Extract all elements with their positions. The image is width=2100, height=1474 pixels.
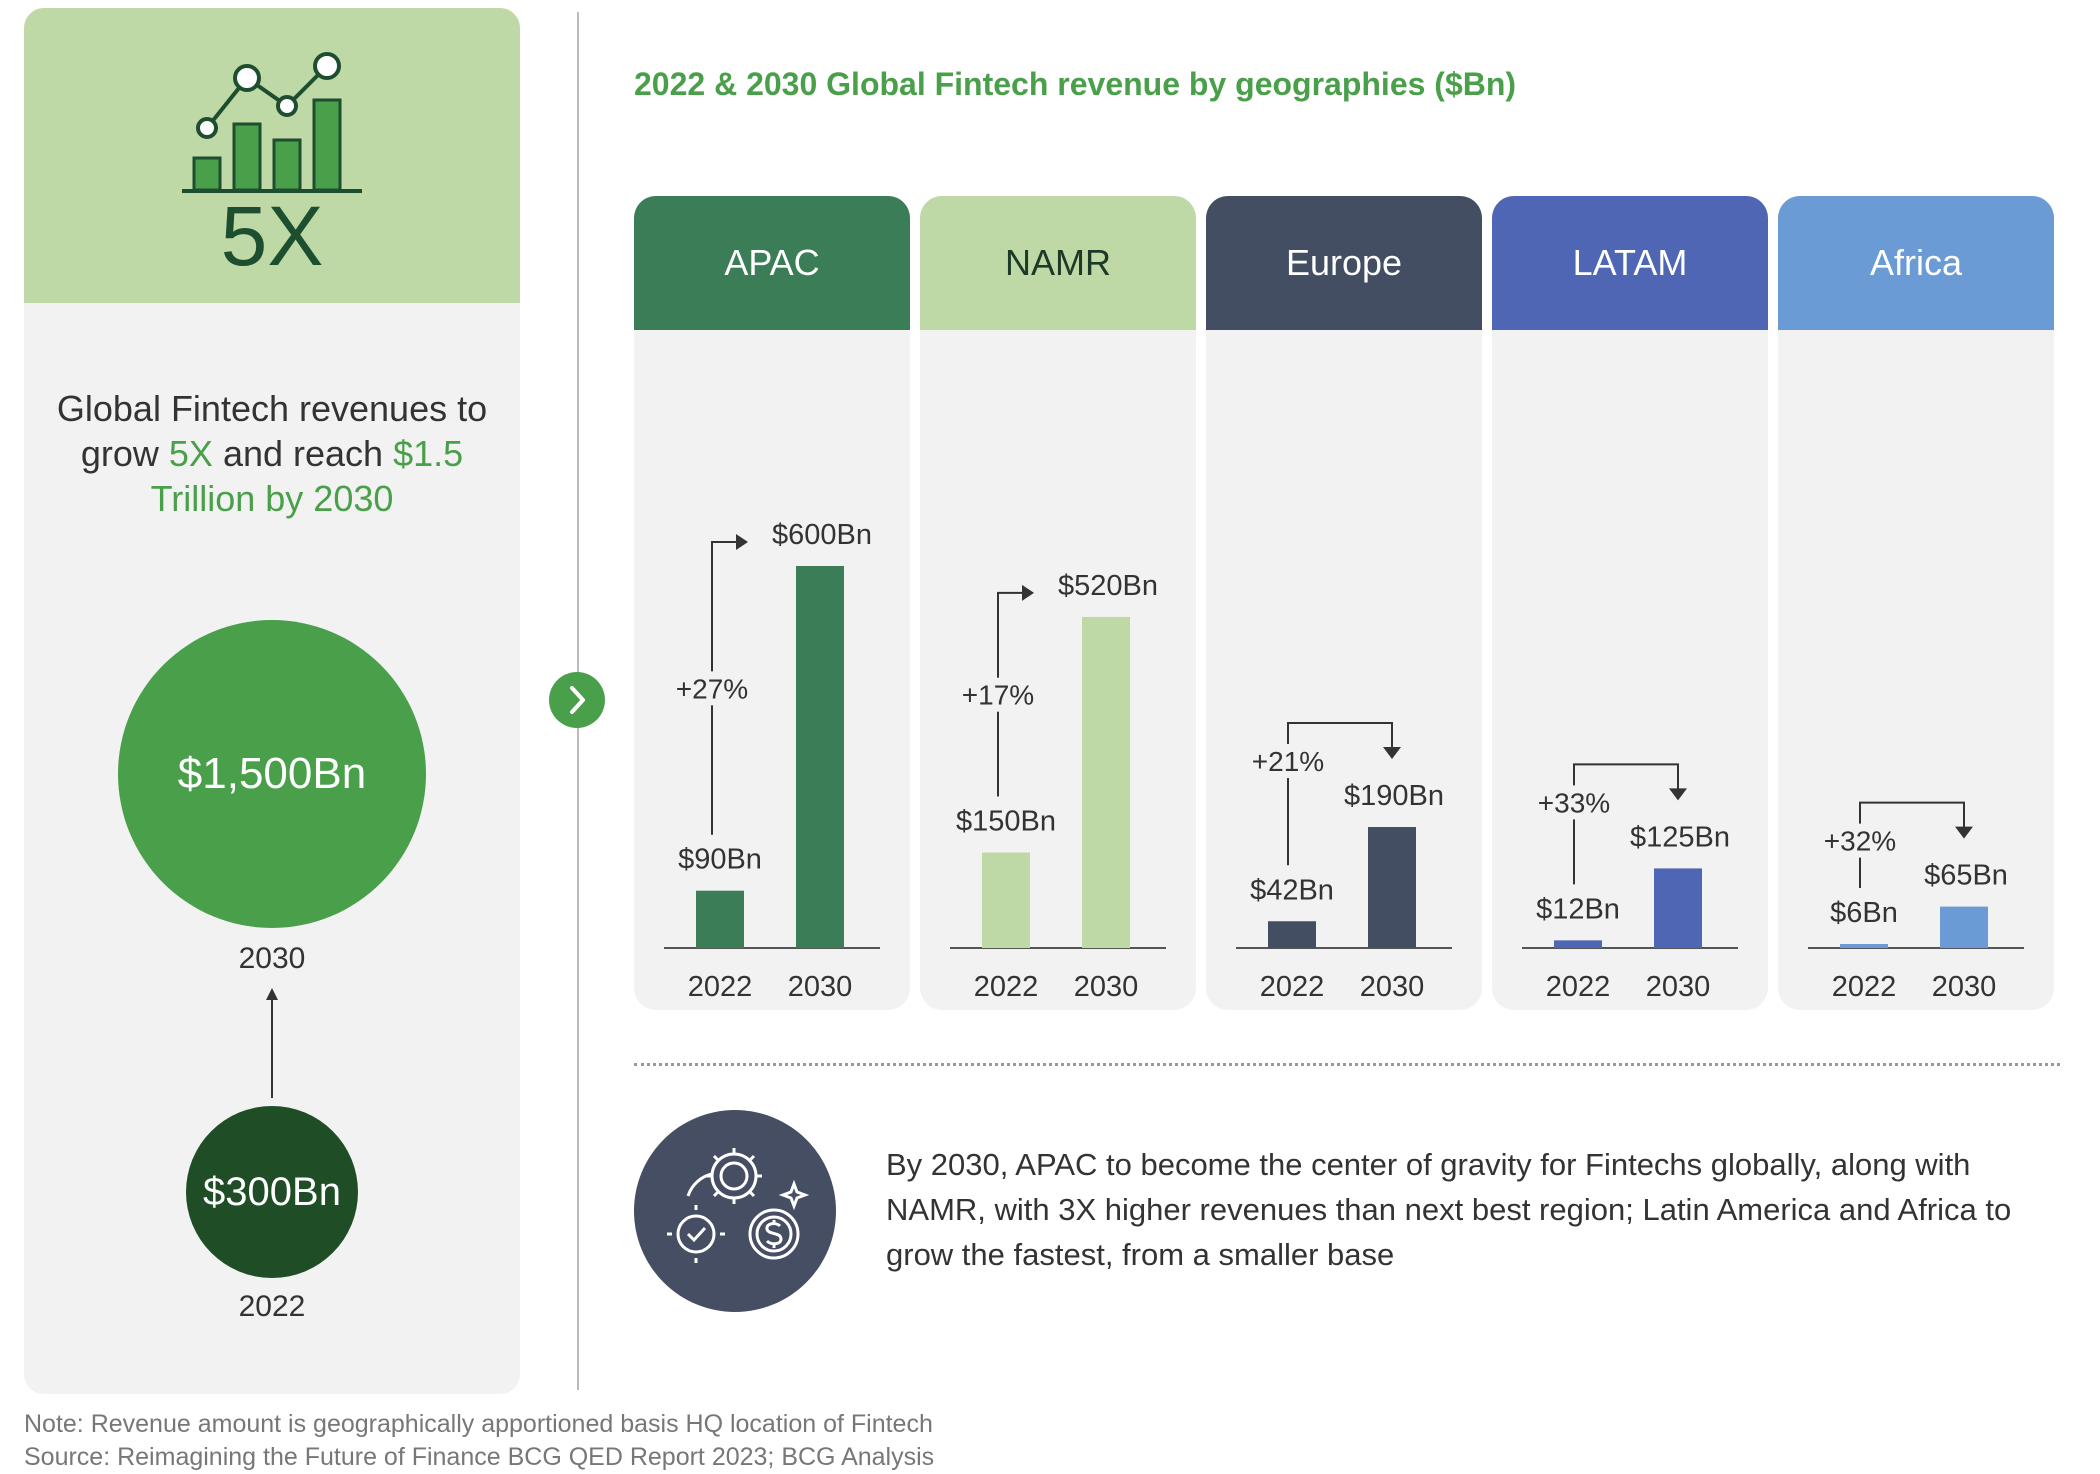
bar-namr-2022: [982, 852, 1030, 948]
footer-source: Source: Reimagining the Future of Financ…: [24, 1443, 935, 1471]
up-arrow-icon: [266, 988, 278, 1098]
value-label: $90Bn: [678, 844, 762, 876]
category-label: 2022: [1546, 971, 1611, 1003]
region-card-africa: Africa $6Bn 2022 $65Bn 2030 +32%: [1778, 196, 2054, 1010]
revenue-2030-label: 2030: [238, 942, 306, 975]
bar-latam-2022: [1554, 940, 1602, 948]
value-label: $520Bn: [1058, 570, 1158, 602]
growth-arrowhead: [1022, 584, 1034, 601]
category-label: 2022: [1832, 971, 1897, 1003]
category-label: 2030: [788, 971, 853, 1003]
region-card-latam: LATAM $12Bn 2022 $125Bn 2030 +33%: [1492, 196, 1768, 1010]
region-header-namr: NAMR: [920, 196, 1196, 330]
category-label: 2030: [1360, 971, 1425, 1003]
chart-title: 2022 & 2030 Global Fintech revenue by ge…: [634, 66, 1517, 102]
summary-panel: 5X Global Fintech revenues to grow 5X an…: [24, 8, 520, 1394]
growth-label: +33%: [1538, 787, 1610, 818]
headline-text-2: and reach: [212, 433, 394, 474]
bar-africa-2022: [1840, 944, 1888, 948]
growth-connector: [711, 541, 738, 835]
revenue-2022-circle: $300Bn: [186, 1106, 358, 1278]
bar-namr-2030: [1082, 616, 1130, 948]
category-label: 2030: [1646, 971, 1711, 1003]
value-label: $6Bn: [1830, 897, 1898, 929]
growth-connector: [1287, 722, 1393, 866]
category-label: 2022: [974, 971, 1039, 1003]
growth-label-bg: [1537, 785, 1611, 820]
bar-africa-2030: [1940, 906, 1988, 948]
region-header-apac: APAC: [634, 196, 910, 330]
footer-note: Note: Revenue amount is geographically a…: [24, 1410, 933, 1438]
revenue-2022-value: $300Bn: [203, 1169, 341, 1214]
bar-europe-2030: [1368, 827, 1416, 948]
region-card-apac: APAC $90Bn 2022 $600Bn 2030 +27%: [634, 196, 910, 1010]
region-header-latam: LATAM: [1492, 196, 1768, 330]
region-chart-europe: $42Bn 2022 $190Bn 2030 +21%: [1236, 722, 1452, 1003]
revenue-2022-label: 2022: [238, 1290, 306, 1323]
insight-text: By 2030, APAC to become the center of gr…: [886, 1147, 2012, 1272]
growth-label: +21%: [1252, 746, 1324, 777]
value-label: $12Bn: [1536, 893, 1620, 925]
growth-label-bg: [1251, 744, 1325, 779]
region-chart-africa: $6Bn 2022 $65Bn 2030 +32%: [1808, 801, 2024, 1003]
region-chart-apac: $90Bn 2022 $600Bn 2030 +27%: [664, 519, 880, 1003]
growth-label-bg: [675, 671, 749, 706]
headline-highlight-target: $1.5 Trillion by 2030: [150, 433, 464, 519]
section-divider: [634, 1063, 2060, 1066]
category-label: 2030: [1074, 971, 1139, 1003]
growth-chart-icon: [182, 52, 362, 193]
region-card-namr: NAMR $150Bn 2022 $520Bn 2030 +17%: [920, 196, 1196, 1010]
bar-europe-2022: [1268, 921, 1316, 948]
value-label: $65Bn: [1924, 860, 2008, 892]
chevron-right-icon[interactable]: [549, 672, 605, 728]
bar-apac-2030: [796, 566, 844, 948]
value-label: $125Bn: [1630, 821, 1730, 853]
value-label: $190Bn: [1344, 780, 1444, 812]
region-chart-namr: $150Bn 2022 $520Bn 2030 +17%: [950, 570, 1166, 1003]
region-header-africa: Africa: [1778, 196, 2054, 330]
growth-multiplier: 5X: [220, 189, 324, 283]
growth-arrowhead: [1383, 747, 1401, 760]
region-chart-latam: $12Bn 2022 $125Bn 2030 +33%: [1522, 763, 1738, 1003]
revenue-2030-circle: $1,500Bn: [118, 620, 426, 928]
value-label: $150Bn: [956, 806, 1056, 838]
growth-label: +17%: [962, 680, 1034, 711]
category-label: 2030: [1932, 971, 1997, 1003]
gears-dollar-icon: [634, 1110, 836, 1312]
growth-arrowhead: [736, 534, 748, 550]
growth-connector: [1573, 763, 1679, 885]
value-label: $42Bn: [1250, 874, 1334, 906]
region-card-europe: Europe $42Bn 2022 $190Bn 2030 +21%: [1206, 196, 1482, 1010]
category-label: 2022: [688, 971, 753, 1003]
category-label: 2022: [1260, 971, 1325, 1003]
growth-label: +27%: [676, 673, 748, 704]
summary-header: 5X: [24, 8, 520, 303]
bar-apac-2022: [696, 890, 744, 948]
value-label: $600Bn: [772, 519, 872, 551]
growth-arrowhead: [1669, 788, 1687, 801]
summary-headline: Global Fintech revenues to grow 5X and r…: [44, 386, 500, 521]
growth-connector: [997, 591, 1024, 797]
growth-label-bg: [961, 677, 1035, 712]
growth-arrowhead: [1955, 826, 1973, 839]
headline-text: Global Fintech revenues to grow: [56, 388, 488, 474]
growth-label-bg: [1823, 823, 1897, 858]
region-header-europe: Europe: [1206, 196, 1482, 330]
revenue-2030-value: $1,500Bn: [177, 749, 367, 798]
growth-label: +32%: [1824, 826, 1896, 857]
bar-latam-2030: [1654, 868, 1702, 948]
headline-highlight-multiplier: 5X: [168, 433, 213, 474]
